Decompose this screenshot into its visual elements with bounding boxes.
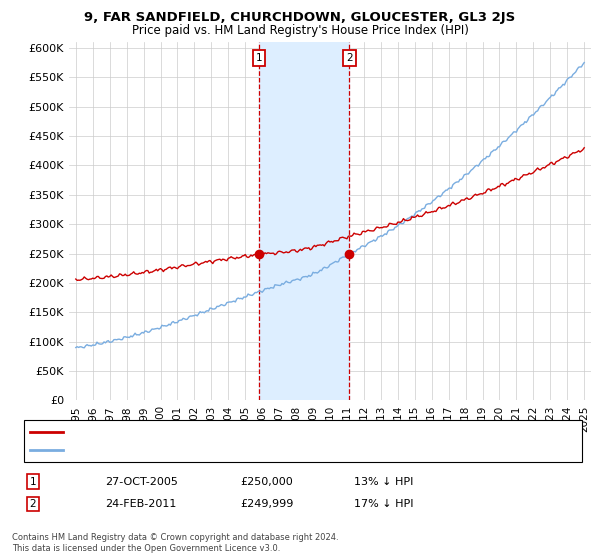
Text: HPI: Average price, detached house, Tewkesbury: HPI: Average price, detached house, Tewk… <box>69 445 307 455</box>
Text: 27-OCT-2005: 27-OCT-2005 <box>105 477 178 487</box>
Text: 17% ↓ HPI: 17% ↓ HPI <box>354 499 413 509</box>
Text: 1: 1 <box>29 477 37 487</box>
Text: Price paid vs. HM Land Registry's House Price Index (HPI): Price paid vs. HM Land Registry's House … <box>131 24 469 36</box>
Text: 9, FAR SANDFIELD, CHURCHDOWN, GLOUCESTER, GL3 2JS (detached house): 9, FAR SANDFIELD, CHURCHDOWN, GLOUCESTER… <box>69 427 443 437</box>
Text: £250,000: £250,000 <box>240 477 293 487</box>
Bar <box>259 42 349 400</box>
Text: 9, FAR SANDFIELD, CHURCHDOWN, GLOUCESTER, GL3 2JS: 9, FAR SANDFIELD, CHURCHDOWN, GLOUCESTER… <box>85 11 515 24</box>
Text: 24-FEB-2011: 24-FEB-2011 <box>105 499 176 509</box>
Text: £249,999: £249,999 <box>240 499 293 509</box>
Text: 2: 2 <box>346 53 353 63</box>
Text: 2: 2 <box>29 499 37 509</box>
Text: 1: 1 <box>256 53 262 63</box>
Text: Contains HM Land Registry data © Crown copyright and database right 2024.
This d: Contains HM Land Registry data © Crown c… <box>12 533 338 553</box>
Text: 13% ↓ HPI: 13% ↓ HPI <box>354 477 413 487</box>
